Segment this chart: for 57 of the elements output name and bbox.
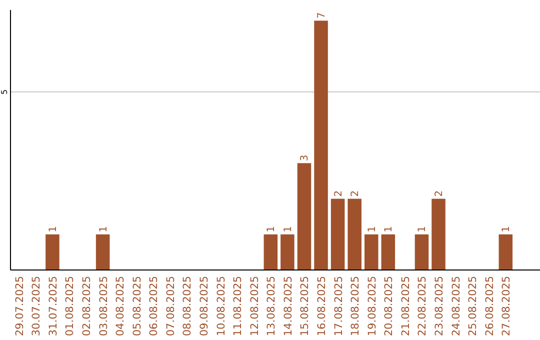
- x-tick-label: 26.08.2025: [484, 276, 496, 336]
- bar: [348, 198, 362, 270]
- bar: [364, 234, 378, 270]
- x-tick-label: 18.08.2025: [350, 276, 362, 336]
- x-tick-label: 24.08.2025: [450, 276, 462, 336]
- x-tick-label: 21.08.2025: [400, 276, 412, 336]
- bar: [314, 20, 328, 270]
- data-label: 3: [300, 154, 311, 162]
- data-label: 1: [366, 226, 378, 232]
- x-tick-label: 17.08.2025: [332, 276, 345, 336]
- data-label: 1: [48, 226, 59, 232]
- x-tick-label: 11.08.2025: [232, 276, 244, 336]
- x-tick-label: 07.08.2025: [164, 276, 177, 336]
- x-tick-label: 02.08.2025: [81, 276, 94, 336]
- x-tick-label: 19.08.2025: [366, 276, 378, 336]
- bar: [264, 234, 278, 270]
- bar: [414, 234, 429, 270]
- x-tick-label: 10.08.2025: [215, 276, 228, 336]
- bar: [381, 234, 396, 270]
- bar: [297, 163, 312, 270]
- x-tick-label: 22.08.2025: [416, 276, 429, 336]
- data-label: 7: [316, 12, 328, 19]
- bar: [96, 234, 110, 270]
- data-label: 2: [434, 190, 446, 197]
- x-tick-label: 20.08.2025: [383, 276, 396, 336]
- data-label: 1: [501, 226, 512, 232]
- x-tick-label: 03.08.2025: [98, 276, 110, 336]
- x-tick-label: 09.08.2025: [198, 276, 211, 336]
- data-label: 1: [98, 226, 110, 232]
- bar: [330, 198, 345, 270]
- x-tick-label: 23.08.2025: [434, 276, 446, 336]
- y-tick-label: 5: [0, 89, 9, 94]
- data-label: 2: [350, 190, 362, 197]
- bar: [432, 198, 446, 270]
- data-label: 1: [282, 226, 294, 232]
- x-tick-label: 29.07.2025: [14, 276, 26, 336]
- x-tick-label: 15.08.2025: [299, 276, 312, 336]
- x-tick-label: 08.08.2025: [182, 276, 194, 336]
- data-label: 1: [384, 226, 395, 232]
- x-tick-label: 01.08.2025: [64, 276, 76, 336]
- bar: [280, 234, 294, 270]
- x-tick-label: 14.08.2025: [282, 276, 294, 336]
- x-tick-label: 12.08.2025: [248, 276, 261, 336]
- x-tick-label: 16.08.2025: [316, 276, 328, 336]
- x-tick-label: 04.08.2025: [114, 276, 127, 336]
- x-tick-label: 27.08.2025: [500, 276, 513, 336]
- x-tick-label: 31.07.2025: [47, 276, 60, 336]
- x-tick-label: 13.08.2025: [266, 276, 278, 336]
- x-tick-label: 05.08.2025: [131, 276, 144, 336]
- data-label: 1: [266, 226, 278, 232]
- bar: [46, 234, 60, 270]
- bar: [498, 234, 513, 270]
- x-tick-label: 30.07.2025: [30, 276, 43, 336]
- data-label: 1: [417, 226, 428, 232]
- x-tick-label: 25.08.2025: [467, 276, 480, 336]
- data-label: 2: [333, 190, 344, 197]
- x-tick-label: 06.08.2025: [148, 276, 160, 336]
